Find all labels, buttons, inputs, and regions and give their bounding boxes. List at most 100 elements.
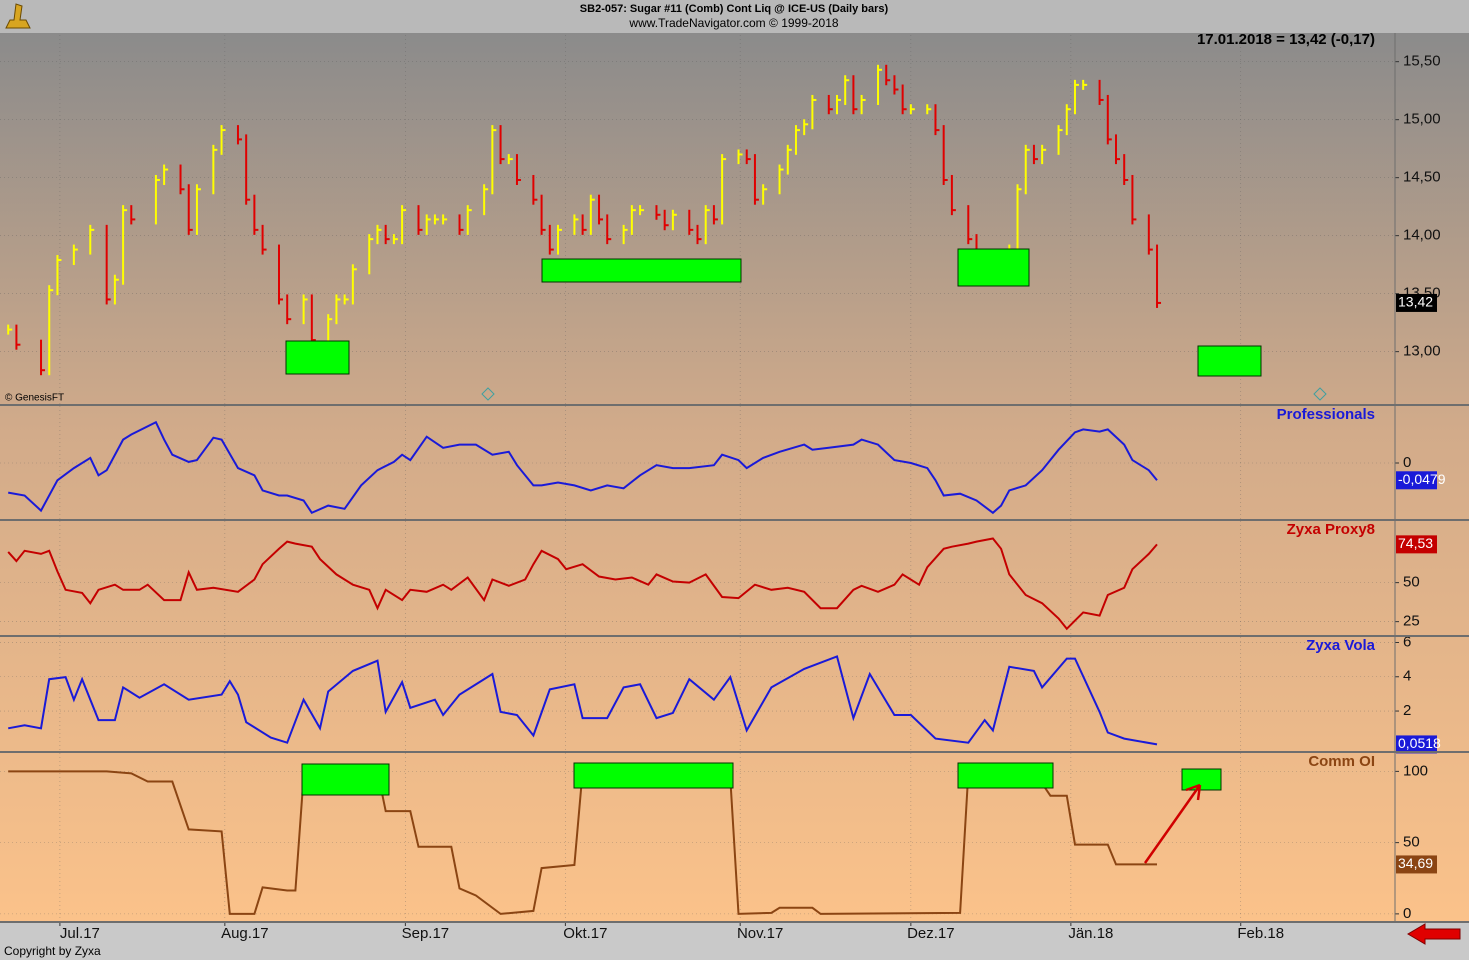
price-bar (425, 214, 428, 235)
price-bar (1016, 184, 1019, 255)
price-bar (40, 339, 43, 376)
price-bar (630, 205, 633, 235)
price-bar (261, 224, 264, 255)
price-bar (712, 205, 715, 225)
panel-title: Professionals (1277, 406, 1375, 423)
price-bar (327, 314, 330, 346)
price-bar (466, 205, 469, 235)
price-bar (458, 214, 461, 235)
price-bar (187, 184, 190, 235)
indicator-line (8, 420, 1158, 515)
price-bar (877, 64, 880, 105)
price-bar (844, 75, 847, 105)
price-bar (540, 194, 543, 235)
price-bar (589, 194, 592, 235)
y-tick-label: 0 (1403, 905, 1411, 922)
price-bar (737, 149, 740, 165)
price-bar (893, 75, 896, 95)
price-bar (154, 174, 157, 225)
y-tick-label: 100 (1403, 762, 1428, 779)
price-bar (417, 205, 420, 235)
price-bar (852, 75, 855, 115)
price-bar (195, 184, 198, 235)
price-bar (671, 209, 674, 231)
price-bar (1057, 125, 1060, 155)
price-bar (942, 125, 945, 185)
price-bar (72, 244, 75, 266)
panel-title: Zyxa Vola (1306, 637, 1376, 654)
price-bar (836, 94, 838, 115)
y-tick-label: 50 (1403, 834, 1420, 851)
x-tick-label: Jän.18 (1068, 925, 1113, 942)
price-bar (598, 194, 601, 225)
price-bar (581, 214, 584, 235)
price-bar (310, 294, 313, 346)
separators (0, 33, 1469, 923)
price-bar (794, 125, 797, 155)
last-value-label: 13,42 (1398, 294, 1433, 310)
price-bar (515, 154, 518, 185)
y-tick-label: 25 (1403, 613, 1420, 630)
price-bar (803, 119, 806, 136)
logo (5, 3, 31, 29)
chart-title: SB2-057: Sugar #11 (Comb) Cont Liq @ ICE… (580, 3, 889, 15)
y-tick-label: 6 (1403, 633, 1411, 650)
price-bar (384, 224, 387, 245)
price-bar (1156, 244, 1159, 308)
price-bar (827, 94, 830, 115)
price-bar (573, 214, 576, 235)
price-bar (245, 134, 248, 205)
price-bar (721, 154, 724, 225)
price-bar (179, 164, 182, 195)
price-bar (762, 184, 765, 205)
chart-subtitle: www.TradeNavigator.com © 1999-2018 (628, 16, 838, 30)
y-tick-label: 4 (1403, 668, 1411, 685)
price-bar (1065, 104, 1068, 136)
price-bar (1123, 154, 1126, 185)
price-bar (696, 224, 699, 245)
last-value-label: 74,53 (1398, 535, 1433, 551)
source: © GenesisFT (5, 393, 64, 404)
y-tick-label: 14,50 (1403, 169, 1441, 186)
price-bar (1041, 144, 1044, 165)
indicator-line (7, 537, 1158, 631)
price-bar (1073, 79, 1076, 115)
price-bar (499, 125, 502, 165)
price-bar (220, 125, 223, 155)
price-bar (1032, 144, 1035, 165)
last-value-bg (1396, 535, 1437, 554)
price-bar (606, 214, 609, 245)
x-tick-label: Aug.17 (221, 925, 269, 942)
price-bar (655, 205, 658, 220)
price-bar (975, 234, 978, 260)
price-bar (122, 205, 125, 285)
panel-title: Comm OI (1308, 753, 1375, 770)
price-bar (548, 224, 551, 255)
y-tick-label: 50 (1403, 574, 1420, 591)
price-bar (163, 164, 166, 185)
price-bar (376, 224, 379, 245)
last-value-label: 34,69 (1398, 855, 1433, 871)
y-tick-label: 2 (1403, 702, 1411, 719)
price-bar (663, 209, 666, 231)
price-bar (56, 255, 59, 296)
annotation-boxes (285, 248, 1461, 945)
x-tick-label: Dez.17 (907, 925, 955, 942)
copyright: Copyright by Zyxa (4, 944, 101, 958)
price-bar (401, 205, 404, 245)
indicator-line (8, 655, 1158, 746)
price-bar (351, 264, 354, 305)
price-bar (778, 164, 781, 195)
price-bar (1147, 214, 1150, 255)
last-value-bg (1396, 735, 1437, 754)
price-bar (278, 244, 280, 305)
price-bar (368, 234, 371, 275)
x-tick-label: Okt.17 (563, 925, 607, 942)
price-bar (113, 274, 116, 305)
price-bar (15, 324, 18, 350)
y-tick-label: 15,50 (1403, 53, 1441, 70)
price-bar (335, 294, 338, 325)
header-bg (0, 0, 1469, 33)
price-bar (212, 144, 215, 195)
